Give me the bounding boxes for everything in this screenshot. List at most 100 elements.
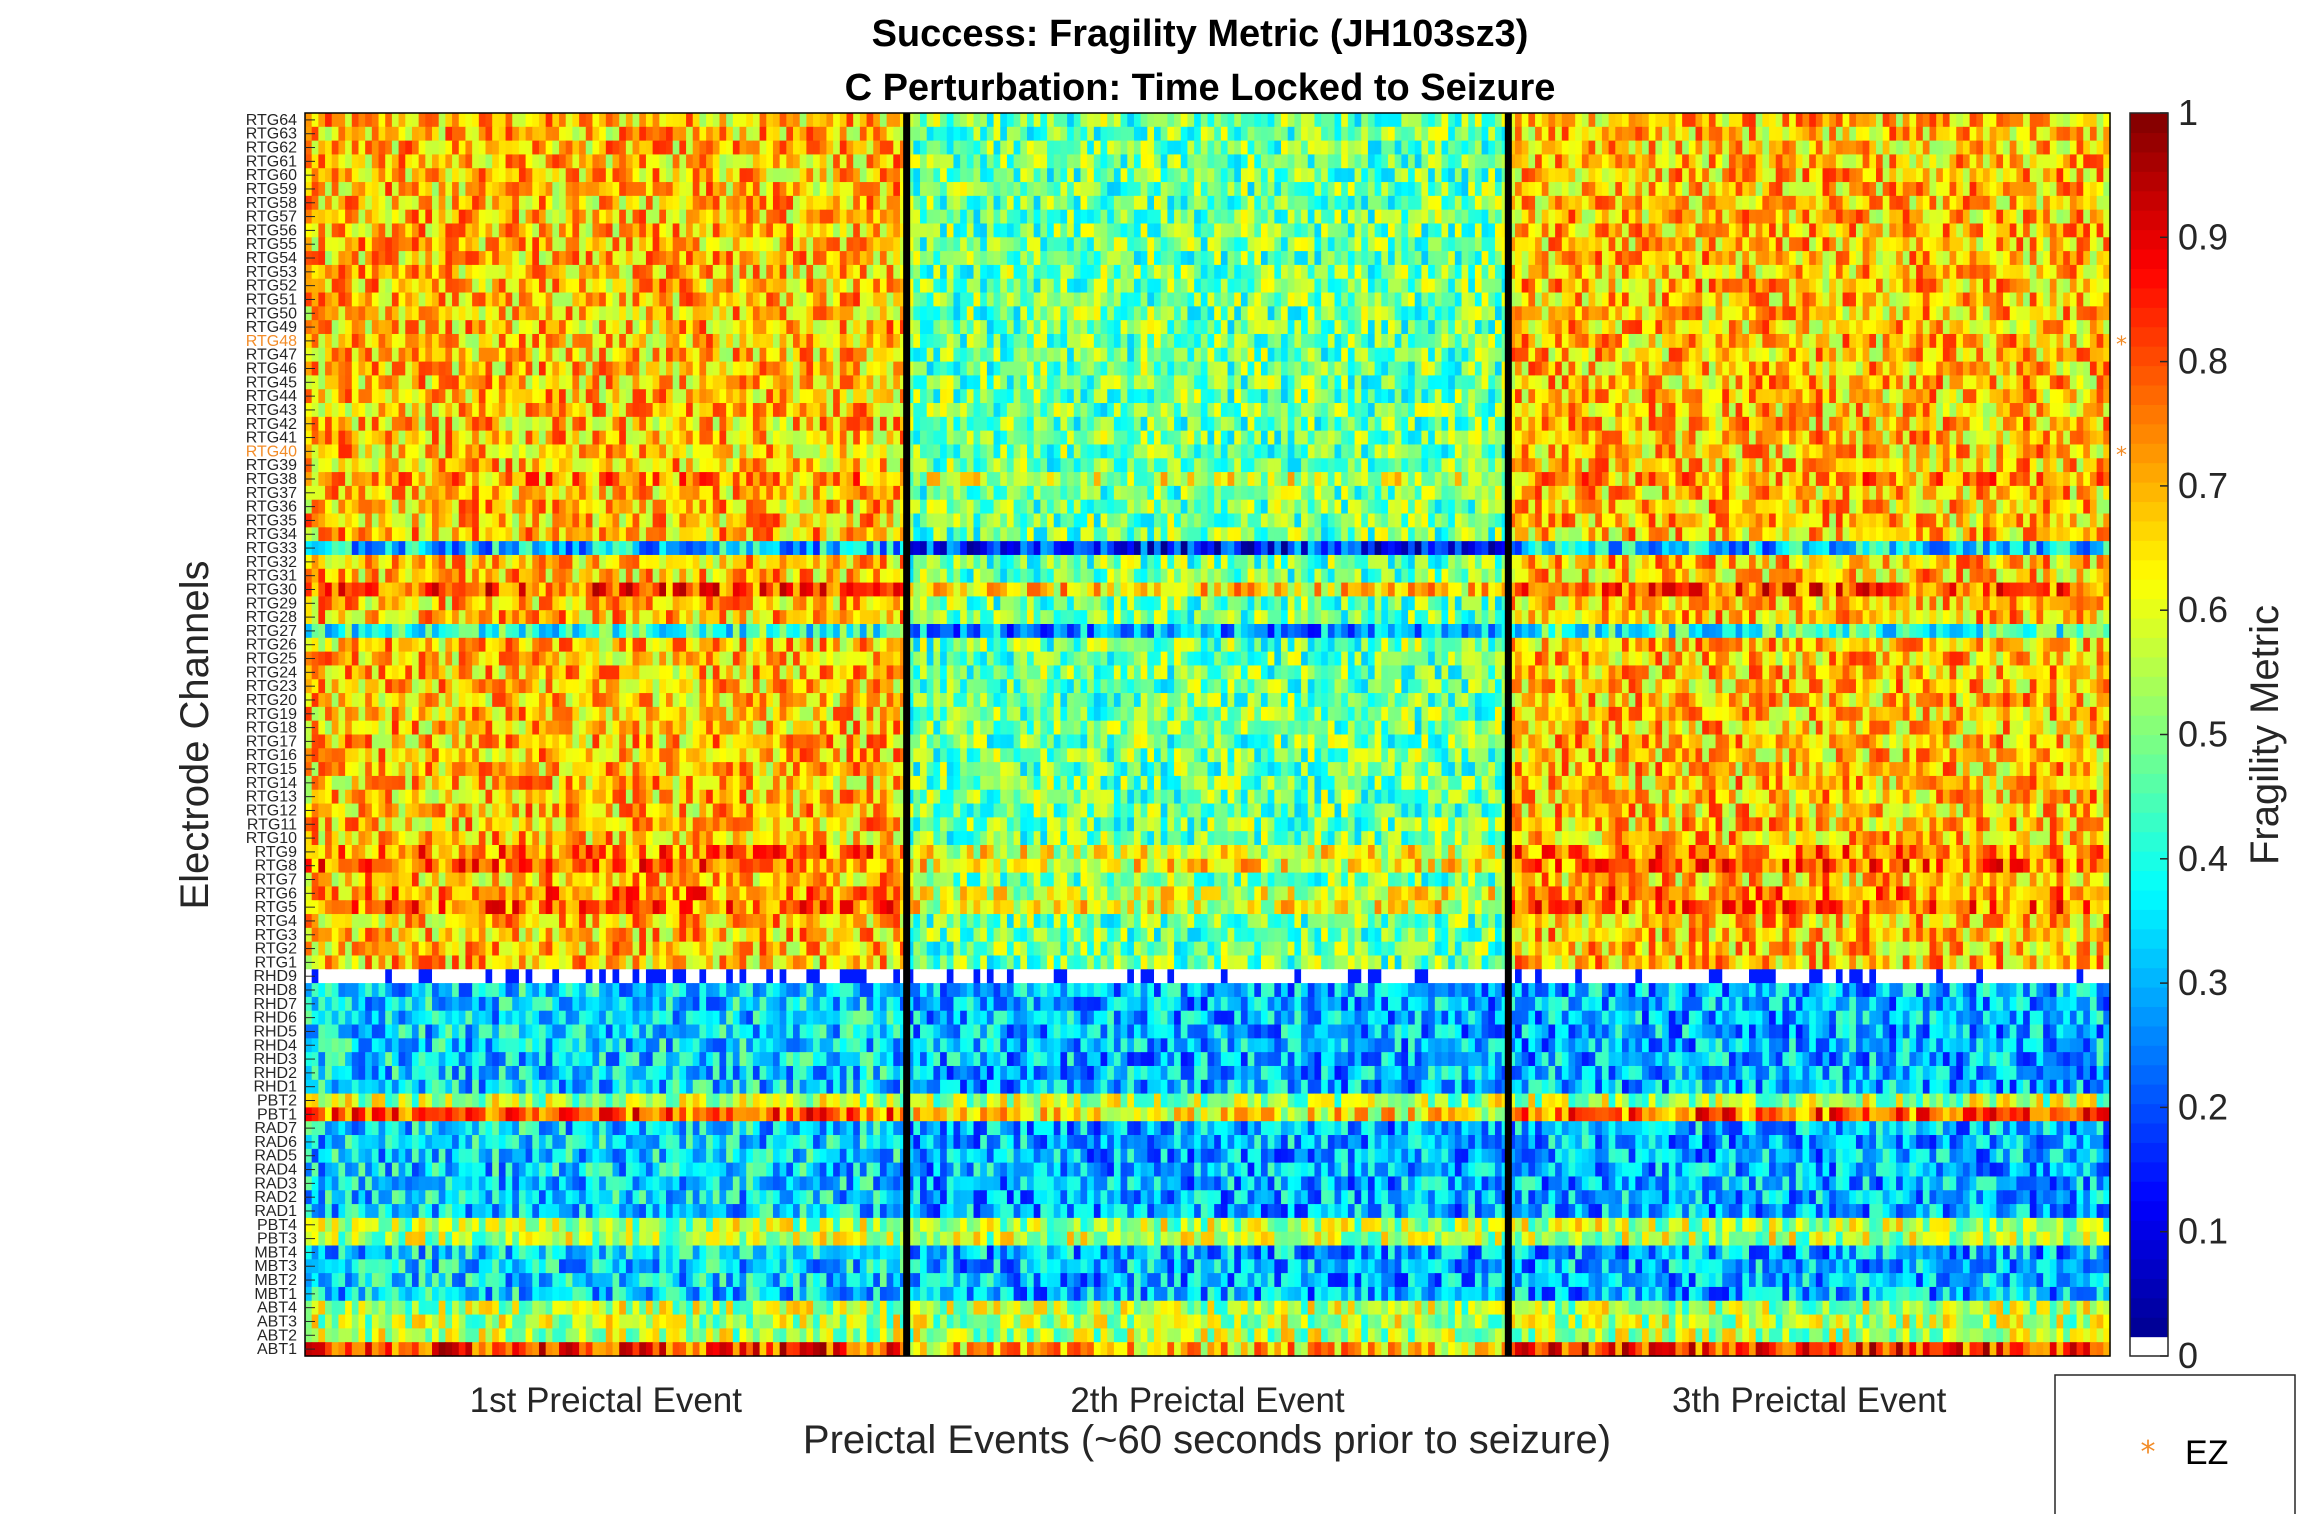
heatmap-cell — [1535, 265, 1542, 279]
heatmap-cell — [472, 293, 479, 307]
heatmap-cell — [1629, 279, 1636, 293]
heatmap-cell — [606, 348, 613, 362]
heatmap-cell — [358, 223, 365, 237]
heatmap-cell — [1455, 223, 1462, 237]
heatmap-cell — [425, 127, 432, 141]
heatmap-cell — [1963, 223, 1970, 237]
heatmap-cell — [1816, 265, 1823, 279]
heatmap-cell — [1802, 348, 1809, 362]
heatmap-cell — [800, 154, 807, 168]
heatmap-cell — [1408, 334, 1415, 348]
heatmap-cell — [1294, 348, 1301, 362]
heatmap-cell — [1488, 113, 1495, 127]
heatmap-cell — [633, 182, 640, 196]
heatmap-cell — [459, 251, 466, 265]
heatmap-cell — [405, 182, 412, 196]
heatmap-cell — [338, 168, 345, 182]
heatmap-cell — [713, 168, 720, 182]
heatmap-cell — [1054, 320, 1061, 334]
heatmap-cell — [933, 279, 940, 293]
heatmap-cell — [1047, 251, 1054, 265]
heatmap-cell — [1415, 210, 1422, 224]
heatmap-cell — [1655, 182, 1662, 196]
heatmap-cell — [459, 265, 466, 279]
heatmap-cell — [1903, 334, 1910, 348]
heatmap-cell — [1555, 293, 1562, 307]
heatmap-cell — [940, 223, 947, 237]
heatmap-cell — [1435, 210, 1442, 224]
heatmap-cell — [352, 168, 359, 182]
heatmap-cell — [1248, 168, 1255, 182]
heatmap-cell — [1375, 223, 1382, 237]
heatmap-cell — [1274, 210, 1281, 224]
heatmap-cell — [1930, 127, 1937, 141]
heatmap-cell — [1569, 348, 1576, 362]
heatmap-cell — [606, 334, 613, 348]
heatmap-cell — [412, 265, 419, 279]
heatmap-cell — [867, 168, 874, 182]
heatmap-cell — [1595, 293, 1602, 307]
heatmap-cell — [559, 293, 566, 307]
heatmap-cell — [953, 196, 960, 210]
heatmap-cell — [840, 293, 847, 307]
heatmap-cell — [1622, 279, 1629, 293]
heatmap-cell — [1756, 237, 1763, 251]
heatmap-cell — [633, 196, 640, 210]
heatmap-cell — [2016, 265, 2023, 279]
heatmap-cell — [1027, 182, 1034, 196]
heatmap-cell — [1749, 210, 1756, 224]
heatmap-cell — [646, 141, 653, 155]
heatmap-cell — [953, 182, 960, 196]
heatmap-cell — [1395, 279, 1402, 293]
heatmap-cell — [2010, 223, 2017, 237]
heatmap-cell — [586, 127, 593, 141]
heatmap-cell — [352, 237, 359, 251]
heatmap-cell — [1328, 182, 1335, 196]
heatmap-cell — [1488, 127, 1495, 141]
heatmap-cell — [1782, 306, 1789, 320]
heatmap-cell — [1736, 141, 1743, 155]
heatmap-cell — [452, 223, 459, 237]
heatmap-cell — [385, 306, 392, 320]
heatmap-cell — [1027, 196, 1034, 210]
heatmap-cell — [2097, 265, 2104, 279]
heatmap-cell — [880, 168, 887, 182]
heatmap-cell — [2016, 141, 2023, 155]
heatmap-cell — [760, 182, 767, 196]
heatmap-cell — [913, 141, 920, 155]
heatmap-cell — [1101, 210, 1108, 224]
heatmap-cell — [773, 320, 780, 334]
heatmap-cell — [1080, 210, 1087, 224]
heatmap-cell — [1308, 279, 1315, 293]
heatmap-cell — [432, 182, 439, 196]
heatmap-cell — [1582, 265, 1589, 279]
heatmap-cell — [1348, 279, 1355, 293]
heatmap-cell — [1709, 320, 1716, 334]
heatmap-cell — [1589, 265, 1596, 279]
heatmap-cell — [1635, 154, 1642, 168]
heatmap-cell — [1421, 279, 1428, 293]
heatmap-cell — [1462, 127, 1469, 141]
heatmap-cell — [1141, 251, 1148, 265]
heatmap-cell — [1054, 113, 1061, 127]
heatmap-cell — [1542, 334, 1549, 348]
heatmap-cell — [1034, 320, 1041, 334]
heatmap-cell — [1381, 237, 1388, 251]
heatmap-cell — [1562, 223, 1569, 237]
heatmap-cell — [873, 127, 880, 141]
heatmap-cell — [2070, 279, 2077, 293]
heatmap-cell — [1936, 279, 1943, 293]
heatmap-cell — [1134, 251, 1141, 265]
heatmap-cell — [1709, 154, 1716, 168]
heatmap-cell — [913, 293, 920, 307]
heatmap-cell — [1535, 320, 1542, 334]
heatmap-cell — [2010, 265, 2017, 279]
heatmap-cell — [1515, 293, 1522, 307]
heatmap-cell — [1909, 113, 1916, 127]
heatmap-cell — [1689, 265, 1696, 279]
heatmap-cell — [733, 348, 740, 362]
heatmap-cell — [2043, 113, 2050, 127]
heatmap-cell — [1060, 113, 1067, 127]
heatmap-cell — [1996, 320, 2003, 334]
heatmap-cell — [1482, 251, 1489, 265]
